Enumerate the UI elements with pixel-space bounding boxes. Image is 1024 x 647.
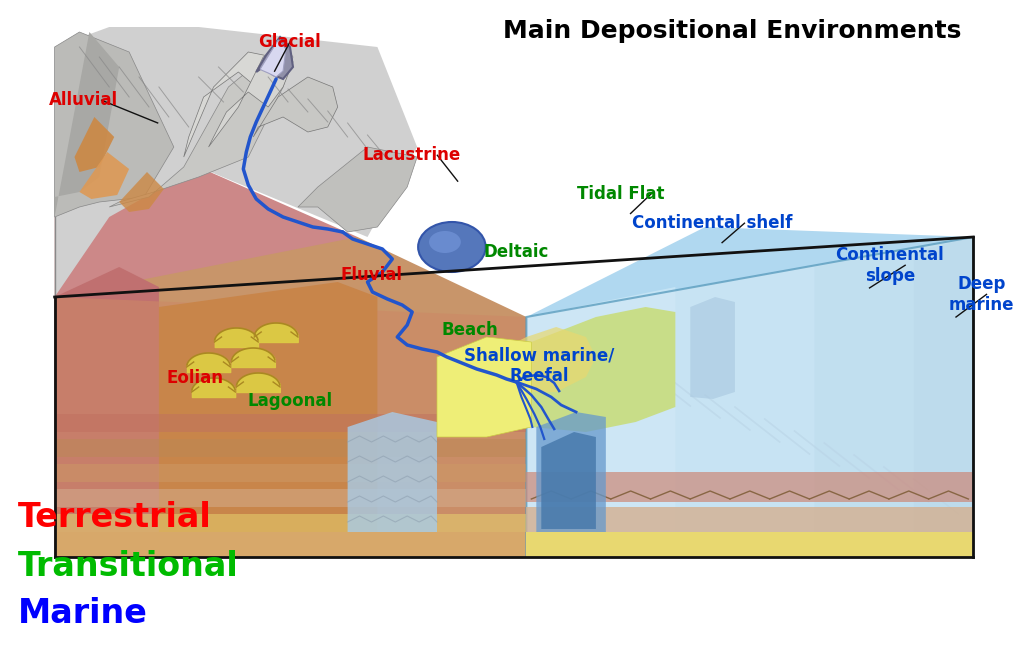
Text: Marine: Marine: [18, 597, 148, 630]
Polygon shape: [531, 307, 676, 432]
Polygon shape: [54, 27, 417, 297]
Polygon shape: [110, 42, 293, 207]
Text: Transitional: Transitional: [18, 549, 239, 583]
Polygon shape: [80, 152, 129, 199]
Polygon shape: [256, 37, 293, 79]
Text: Main Depositional Environments: Main Depositional Environments: [503, 19, 962, 43]
Polygon shape: [526, 507, 974, 532]
Polygon shape: [486, 327, 596, 392]
Polygon shape: [159, 282, 378, 532]
Text: Continental
slope: Continental slope: [836, 246, 944, 285]
Polygon shape: [298, 147, 417, 232]
Polygon shape: [54, 489, 526, 507]
Polygon shape: [526, 227, 974, 557]
Text: Continental shelf: Continental shelf: [632, 214, 793, 232]
Polygon shape: [347, 412, 437, 532]
Text: Beach: Beach: [441, 321, 499, 339]
Text: Deep
marine: Deep marine: [948, 275, 1014, 314]
Polygon shape: [690, 297, 735, 399]
Polygon shape: [54, 167, 357, 557]
Polygon shape: [437, 337, 531, 437]
Polygon shape: [54, 297, 526, 557]
Text: Alluvial: Alluvial: [49, 91, 118, 109]
Polygon shape: [54, 267, 159, 557]
Polygon shape: [54, 32, 119, 217]
Polygon shape: [119, 172, 164, 212]
Text: Tidal Flat: Tidal Flat: [577, 185, 665, 203]
Text: Glacial: Glacial: [258, 33, 322, 51]
Polygon shape: [913, 237, 974, 557]
Polygon shape: [54, 414, 526, 432]
Text: Lagoonal: Lagoonal: [247, 392, 333, 410]
Ellipse shape: [418, 222, 485, 272]
Ellipse shape: [429, 231, 461, 253]
Polygon shape: [54, 514, 526, 532]
Polygon shape: [526, 287, 676, 557]
Polygon shape: [75, 117, 115, 172]
Polygon shape: [54, 532, 974, 557]
Text: Deltaic: Deltaic: [484, 243, 549, 261]
Text: Terrestrial: Terrestrial: [18, 501, 212, 534]
Polygon shape: [54, 237, 526, 557]
Polygon shape: [542, 432, 596, 529]
Text: Eolian: Eolian: [167, 369, 224, 388]
Text: Fluvial: Fluvial: [340, 266, 402, 284]
Polygon shape: [526, 532, 974, 557]
Polygon shape: [54, 464, 526, 482]
Polygon shape: [54, 439, 526, 457]
Polygon shape: [260, 40, 286, 77]
Text: Shallow marine/
Reefal: Shallow marine/ Reefal: [464, 346, 614, 385]
Polygon shape: [526, 472, 974, 502]
Polygon shape: [253, 77, 338, 137]
Polygon shape: [537, 412, 606, 532]
Polygon shape: [183, 52, 279, 157]
Polygon shape: [209, 47, 293, 147]
Polygon shape: [526, 237, 974, 557]
Polygon shape: [54, 32, 174, 217]
Text: Lacustrine: Lacustrine: [362, 146, 461, 164]
Polygon shape: [814, 237, 974, 557]
